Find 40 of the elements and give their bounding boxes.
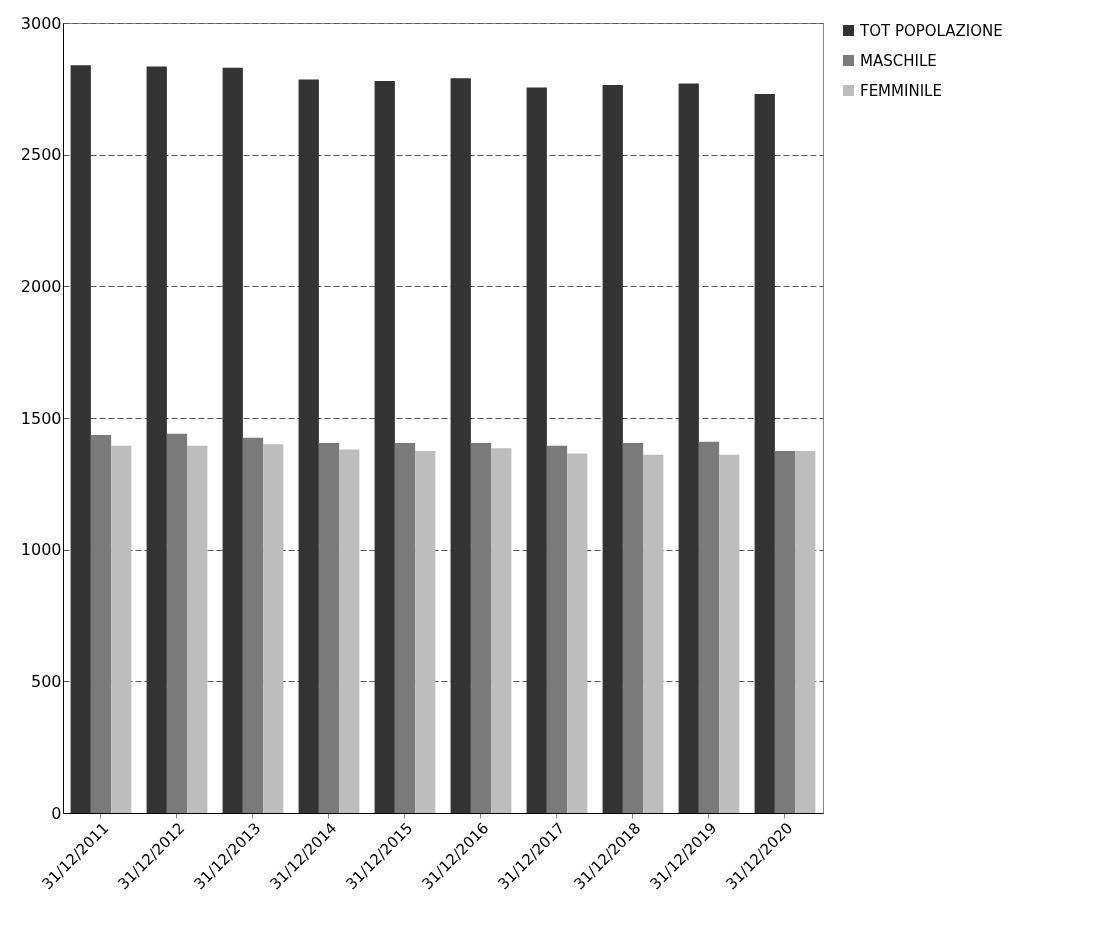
y-tick-label: 0 [51, 803, 62, 823]
bar [602, 84, 623, 813]
bar [415, 450, 436, 813]
y-tick-label: 1000 [20, 540, 62, 560]
bar [526, 87, 547, 813]
bar [567, 453, 588, 813]
bar [166, 433, 188, 813]
bar [470, 443, 492, 813]
bar [394, 443, 416, 813]
bar [263, 444, 284, 813]
bar [318, 443, 340, 813]
y-tick-label: 1500 [20, 408, 62, 428]
bar [795, 450, 816, 813]
bar [774, 450, 796, 813]
bar [90, 435, 112, 813]
legend-label: MASCHILE [860, 51, 937, 70]
bar [222, 67, 243, 813]
y-tick-label: 2000 [20, 276, 62, 296]
y-tick-label: 3000 [20, 13, 62, 33]
bar [754, 94, 775, 813]
bar [678, 83, 699, 813]
bar [719, 454, 740, 813]
legend-label: TOT POPOLAZIONE [859, 21, 1003, 40]
bar [111, 445, 132, 813]
bar [298, 79, 319, 813]
bar [698, 441, 720, 813]
legend-label: FEMMINILE [860, 81, 942, 100]
bar [339, 449, 360, 813]
y-tick-label: 500 [30, 671, 62, 691]
y-tick-label: 2500 [20, 145, 62, 165]
bar [242, 437, 264, 813]
bar [643, 454, 664, 813]
bar [546, 445, 568, 813]
bar [622, 443, 644, 813]
bar [146, 66, 167, 813]
bar [187, 445, 208, 813]
bar [374, 80, 395, 813]
bar [70, 65, 91, 813]
bar [450, 78, 471, 813]
bar [491, 448, 512, 813]
